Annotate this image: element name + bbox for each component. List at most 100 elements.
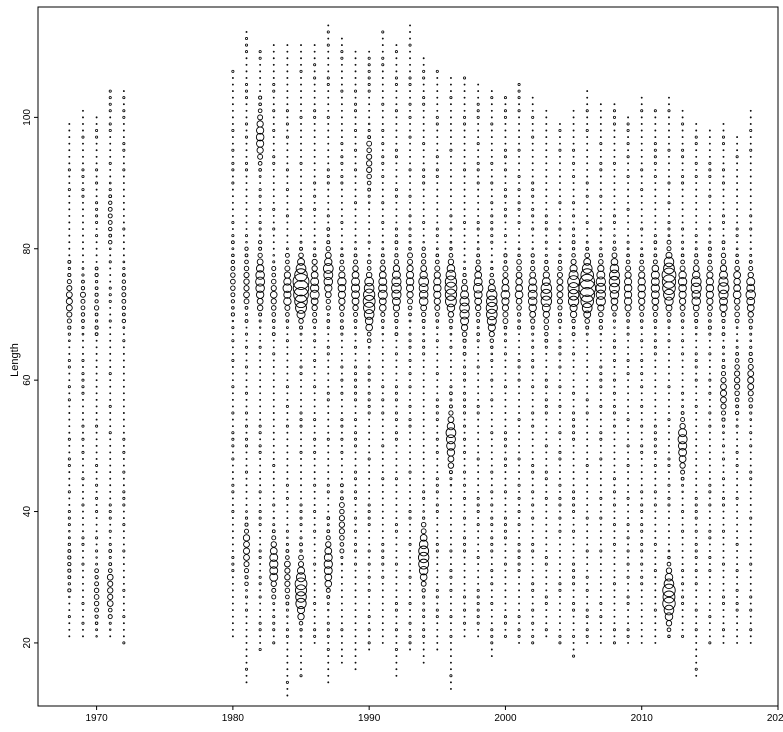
bubble (708, 635, 711, 638)
bubble (545, 530, 548, 533)
bubble (694, 667, 698, 671)
bubble (668, 195, 670, 198)
bubble (245, 214, 248, 217)
bubble (325, 298, 331, 304)
bubble (695, 149, 698, 152)
bubble (518, 214, 521, 217)
bubble (354, 510, 357, 513)
bubble (490, 227, 494, 231)
bubble (365, 323, 373, 332)
bubble (81, 279, 85, 284)
bubble (408, 542, 412, 546)
bubble (243, 541, 250, 548)
bubble (339, 508, 345, 515)
bubble (381, 168, 384, 171)
bubble (244, 253, 249, 258)
bubble (708, 227, 712, 231)
bubble (690, 282, 702, 294)
bubble (463, 615, 466, 618)
bubble (559, 477, 561, 480)
bubble (640, 333, 643, 336)
bubble (518, 477, 521, 480)
y-tick-label: 20 (22, 637, 33, 649)
bubble (449, 661, 452, 664)
bubble (446, 448, 456, 457)
bubble (395, 359, 398, 362)
bubble (572, 136, 575, 139)
bubble (109, 458, 112, 460)
bubble (313, 103, 316, 106)
bubble (256, 297, 264, 305)
bubble (68, 418, 71, 421)
bubble (624, 271, 632, 279)
bubble (733, 271, 742, 279)
bubble (326, 83, 330, 87)
bubble (313, 641, 316, 644)
bubble (368, 221, 371, 224)
bubble (381, 582, 384, 585)
bubble (109, 444, 112, 447)
bubble (395, 622, 398, 625)
bubble (394, 240, 399, 245)
bubble (286, 155, 289, 158)
bubble (749, 201, 752, 204)
bubble (231, 319, 235, 323)
bubble (95, 490, 98, 493)
bubble (286, 655, 289, 658)
bubble (585, 634, 589, 638)
bubble (708, 168, 712, 172)
bubble (572, 188, 575, 191)
bubble (449, 549, 453, 553)
bubble (735, 227, 739, 231)
bubble (286, 241, 289, 244)
bubble (272, 57, 275, 60)
bubble (366, 160, 373, 167)
bubble (95, 392, 98, 395)
bubble (313, 431, 316, 434)
bubble (286, 175, 289, 178)
bubble (695, 635, 698, 638)
bubble (366, 147, 372, 153)
bubble (463, 136, 466, 139)
bubble (572, 339, 575, 342)
bubble (477, 214, 480, 217)
bubble (94, 607, 100, 613)
bubble (612, 404, 616, 408)
bubble (231, 609, 234, 612)
bubble (708, 543, 711, 546)
bubble (107, 213, 113, 219)
bubble (626, 129, 630, 133)
bubble (245, 345, 249, 349)
bubble (340, 648, 343, 651)
bubble (82, 490, 84, 493)
bubble (243, 272, 250, 279)
bubble (663, 256, 675, 268)
bubble (231, 358, 235, 362)
bubble (108, 240, 113, 245)
bubble (745, 289, 756, 300)
bubble (734, 305, 740, 311)
bubble (354, 83, 357, 86)
bubble (408, 510, 412, 514)
bubble (435, 326, 439, 329)
bubble (445, 269, 457, 281)
year-column-2013 (677, 109, 688, 638)
bubble (259, 563, 262, 566)
bubble (354, 241, 357, 244)
bubble (285, 319, 290, 323)
bubble (749, 116, 752, 119)
bubble (736, 182, 739, 185)
bubble (544, 385, 548, 389)
bubble (531, 109, 534, 112)
bubble (286, 504, 289, 506)
bubble (708, 477, 711, 480)
bubble (340, 214, 343, 217)
bubble (258, 648, 262, 652)
bubble (640, 424, 644, 428)
bubble (463, 510, 466, 513)
bubble (449, 385, 453, 389)
bubble (567, 282, 580, 295)
bubble (422, 372, 425, 375)
bubble (599, 194, 603, 198)
bubble (108, 293, 112, 297)
